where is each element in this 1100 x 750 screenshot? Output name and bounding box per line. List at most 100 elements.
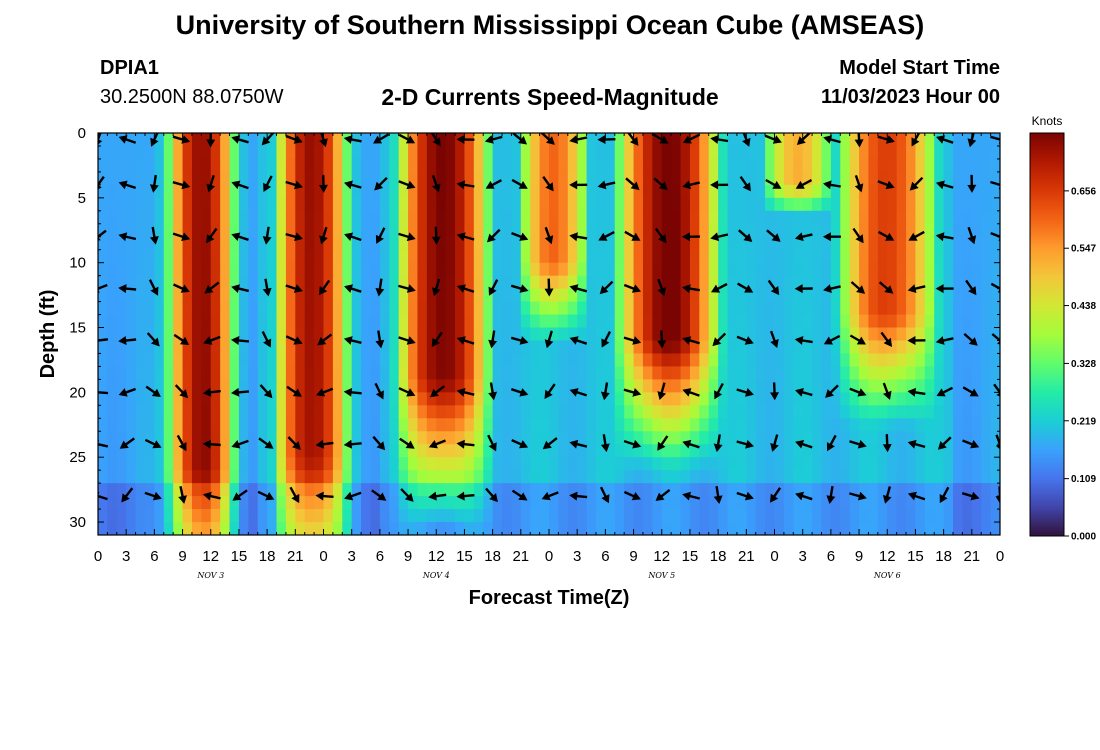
heatmap-cell [680, 158, 691, 173]
heatmap-cell [605, 262, 616, 277]
heatmap-cell [361, 314, 372, 329]
heatmap-cell [915, 392, 926, 406]
heatmap-cell [539, 379, 550, 393]
heatmap-cell [605, 392, 616, 406]
heatmap-cell [492, 210, 503, 225]
heatmap-cell [154, 197, 165, 212]
heatmap-cell [652, 444, 663, 458]
heatmap-cell [840, 509, 851, 523]
heatmap-cell [173, 509, 184, 523]
heatmap-cell [182, 288, 193, 303]
current-vector-head [967, 235, 977, 245]
heatmap-cell [201, 405, 212, 419]
heatmap-cell [464, 392, 475, 406]
heatmap-cell [689, 184, 700, 199]
heatmap-cell [530, 236, 541, 251]
heatmap-cell [502, 184, 513, 199]
heatmap-cell [981, 197, 992, 212]
heatmap-cell [981, 288, 992, 303]
heatmap-cell [812, 457, 823, 471]
heatmap-cell [558, 210, 569, 225]
heatmap-cell [267, 457, 278, 471]
heatmap-cell [887, 340, 898, 355]
heatmap-cell [924, 340, 935, 355]
heatmap-cell [765, 133, 776, 147]
heatmap-cell [135, 509, 146, 523]
heatmap-cell [906, 314, 917, 329]
heatmap-cell [163, 223, 174, 238]
heatmap-cell [812, 145, 823, 160]
heatmap-cell [906, 379, 917, 393]
heatmap-cell [285, 262, 296, 277]
heatmap-cell [502, 236, 513, 251]
heatmap-cell [248, 210, 259, 225]
heatmap-cell [887, 379, 898, 393]
heatmap-cell [126, 431, 137, 445]
heatmap-cell [361, 431, 372, 445]
heatmap-cell [492, 379, 503, 393]
heatmap-cell [229, 184, 240, 199]
heatmap-cell [783, 470, 794, 484]
heatmap-cell [633, 483, 644, 497]
heatmap-cell [859, 288, 870, 303]
heatmap-cell [455, 457, 466, 471]
heatmap-cell [492, 314, 503, 329]
heatmap-cell [191, 275, 202, 290]
heatmap-cell [821, 418, 832, 432]
heatmap-cell [464, 418, 475, 432]
x-tick-label: 3 [348, 548, 356, 565]
heatmap-cell [520, 405, 531, 419]
heatmap-cell [633, 210, 644, 225]
current-vector-head [742, 182, 751, 192]
heatmap-cell [652, 353, 663, 368]
heatmap-cell [802, 470, 813, 484]
heatmap-cell [943, 133, 954, 147]
heatmap-cell [765, 496, 776, 510]
heatmap-cell [934, 366, 945, 380]
heatmap-cell [887, 223, 898, 238]
heatmap-cell [116, 197, 127, 212]
heatmap-cell [163, 418, 174, 432]
heatmap-cell [370, 522, 381, 535]
heatmap-cell [699, 145, 710, 160]
heatmap-cell [943, 444, 954, 458]
heatmap-cell [586, 444, 597, 458]
heatmap-cell [332, 509, 343, 523]
current-vector-shaft [990, 135, 1000, 141]
heatmap-cell [163, 470, 174, 484]
heatmap-cell [126, 405, 137, 419]
heatmap-cell [642, 418, 653, 432]
heatmap-cell [267, 275, 278, 290]
heatmap-cell [633, 509, 644, 523]
heatmap-cell [379, 327, 390, 342]
heatmap-cell [577, 483, 588, 497]
heatmap-cell [661, 405, 672, 419]
heatmap-cell [699, 210, 710, 225]
heatmap-cell [812, 444, 823, 458]
heatmap-cell [962, 197, 973, 212]
heatmap-cell [755, 353, 766, 368]
heatmap-cell [586, 288, 597, 303]
heatmap-cell [257, 392, 268, 406]
heatmap-cell [201, 184, 212, 199]
heatmap-cell [107, 288, 118, 303]
heatmap-cell [915, 210, 926, 225]
heatmap-cell [802, 275, 813, 290]
current-vector-head [98, 139, 103, 145]
current-vector-head [713, 443, 723, 453]
heatmap-cell [173, 314, 184, 329]
heatmap-cell [389, 236, 400, 251]
heatmap-cell [577, 145, 588, 160]
heatmap-cell [191, 457, 202, 471]
heatmap-cell [520, 171, 531, 186]
heatmap-cell [182, 158, 193, 173]
heatmap-cell [953, 197, 964, 212]
heatmap-cell [793, 366, 804, 380]
heatmap-cell [971, 262, 982, 277]
heatmap-cell [351, 340, 362, 355]
heatmap-cell [746, 171, 757, 186]
heatmap-cell [473, 171, 484, 186]
heatmap-cell [746, 288, 757, 303]
heatmap-cell [877, 392, 888, 406]
heatmap-cell [107, 379, 118, 393]
